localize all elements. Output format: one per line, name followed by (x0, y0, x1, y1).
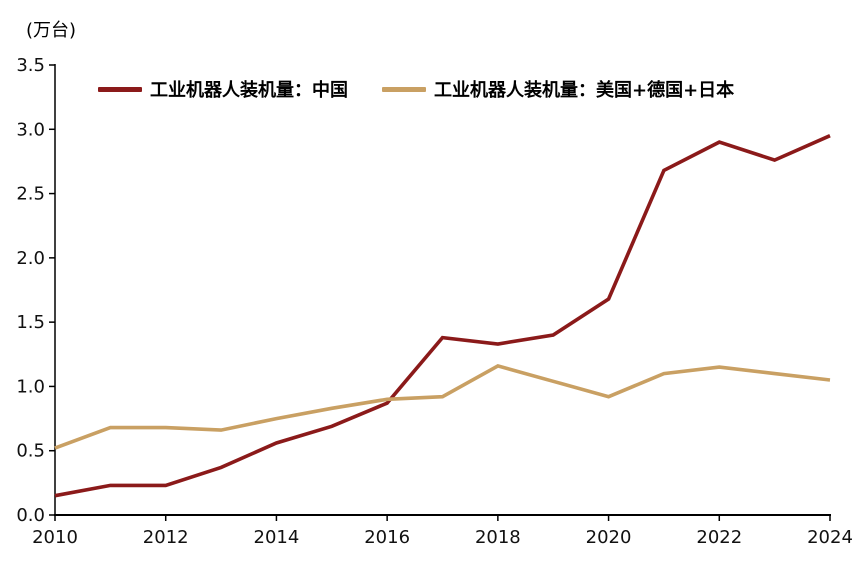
x-tick-label: 2020 (586, 527, 632, 548)
x-tick-label: 2022 (696, 527, 742, 548)
legend-label-china: 工业机器人装机量：中国 (150, 80, 348, 101)
y-axis-unit-label: (万台) (26, 20, 77, 41)
x-tick-label: 2014 (254, 527, 300, 548)
x-tick-label: 2016 (364, 527, 410, 548)
legend-item-usa-germany-japan: 工业机器人装机量：美国+德国+日本 (382, 76, 734, 102)
y-tick-label: 3.0 (16, 119, 45, 140)
y-tick-label: 1.5 (16, 312, 45, 333)
chart-legend: 工业机器人装机量：中国 工业机器人装机量：美国+德国+日本 (98, 76, 734, 102)
x-tick-label: 2012 (143, 527, 189, 548)
y-tick-label: 2.0 (16, 248, 45, 269)
y-tick-label: 0.0 (16, 505, 45, 526)
legend-swatch-usa-germany-japan (382, 86, 426, 92)
x-tick-label: 2010 (32, 527, 78, 548)
legend-swatch-china (98, 86, 142, 92)
x-tick-label: 2024 (807, 527, 853, 548)
y-tick-label: 3.5 (16, 55, 45, 76)
y-tick-label: 2.5 (16, 184, 45, 205)
series-line-0 (54, 134, 831, 498)
y-tick-label: 1.0 (16, 376, 45, 397)
x-tick-label: 2018 (475, 527, 521, 548)
legend-item-china: 工业机器人装机量：中国 (98, 76, 348, 102)
legend-label-usa-germany-japan: 工业机器人装机量：美国+德国+日本 (434, 80, 735, 101)
y-tick-label: 0.5 (16, 441, 45, 462)
series-line-1 (54, 363, 831, 450)
